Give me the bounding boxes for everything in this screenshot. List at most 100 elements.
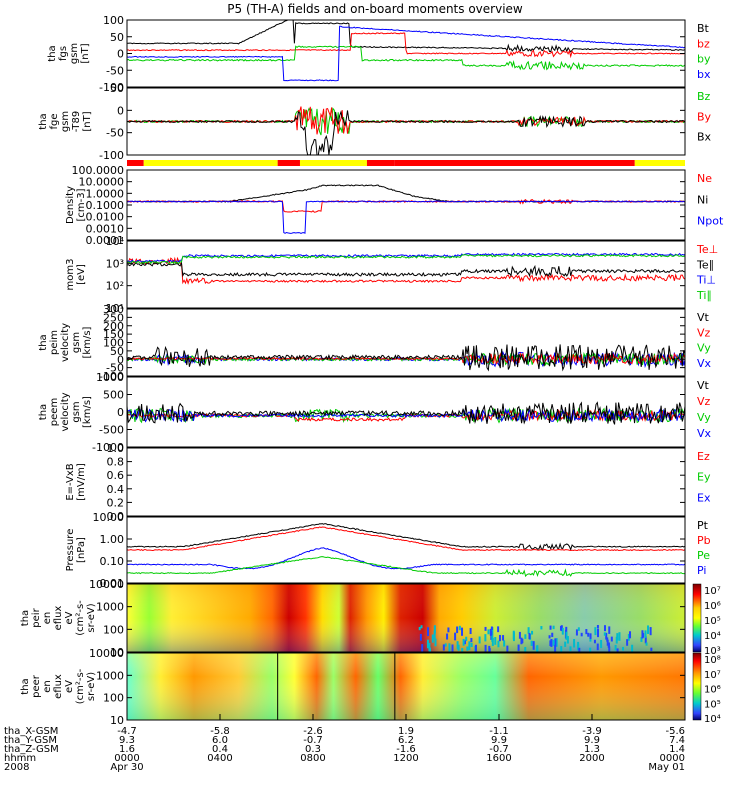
x-axis-value: 6.0 bbox=[212, 735, 228, 746]
legend-entry: Bz bbox=[697, 90, 711, 103]
spectrogram-speckle bbox=[554, 644, 557, 654]
spectrogram-speckle bbox=[644, 630, 647, 638]
x-axis-value: 2000 bbox=[579, 753, 604, 764]
legend-entry: Ne bbox=[697, 172, 712, 185]
spectrogram-speckle bbox=[490, 626, 493, 631]
panel-frame bbox=[126, 87, 686, 156]
spectrogram-speckle bbox=[491, 637, 494, 647]
spectrogram-speckle bbox=[433, 630, 436, 640]
panel-frame bbox=[126, 583, 686, 653]
x-axis-value: 1200 bbox=[393, 753, 418, 764]
panel-frame bbox=[126, 376, 686, 448]
legend-entry: Bx bbox=[697, 131, 712, 144]
y-tick-label: 0 bbox=[117, 48, 124, 61]
x-axis-value: 1.6 bbox=[119, 744, 135, 755]
x-axis-value: -5.6 bbox=[665, 726, 685, 737]
panel-frame bbox=[126, 169, 686, 241]
spectrogram-speckle bbox=[431, 634, 434, 643]
y-tick-label: -100 bbox=[99, 149, 124, 162]
spectrogram-speckle bbox=[578, 647, 581, 655]
spectrogram-speckle bbox=[497, 626, 500, 633]
x-axis-value: Apr 30 bbox=[110, 762, 143, 773]
status-bar-segment bbox=[127, 160, 144, 166]
panel-efield: 1.00.80.60.40.20.0 E=-VxB [mV/m] Ez Ey Ex bbox=[65, 442, 711, 523]
y-tick-label: 1.0 bbox=[107, 442, 125, 455]
y-tick-label: 10³ bbox=[106, 257, 124, 270]
y-tick-label: 50 bbox=[110, 82, 124, 95]
spectrogram-speckle bbox=[442, 644, 445, 651]
spectrogram-speckle bbox=[569, 646, 572, 652]
legend-entry: Vx bbox=[697, 357, 712, 370]
spectrogram-speckle bbox=[605, 632, 608, 640]
y-axis-label: tha bbox=[38, 404, 49, 420]
y-tick-label: 10.00 bbox=[93, 511, 125, 524]
x-axis-row-label: tha_X-GSM bbox=[4, 726, 58, 737]
spectrogram-speckle bbox=[555, 638, 558, 647]
legend-entry: Pi bbox=[697, 564, 706, 577]
y-axis-label: Density bbox=[65, 186, 76, 224]
spectrogram-speckle bbox=[614, 644, 617, 651]
spectrogram-speckle bbox=[434, 638, 437, 647]
spectrogram-speckle bbox=[490, 631, 493, 640]
y-axis-label: tha bbox=[20, 678, 31, 694]
x-axis-annotation: tha_X-GSM -4.7 -5.8 -2.6 1.9 -1.1 -3.9 -5.6 tha_… bbox=[4, 714, 686, 773]
spectrogram-speckle bbox=[603, 632, 606, 636]
legend-entry: by bbox=[697, 53, 711, 66]
spectrogram-speckle bbox=[531, 630, 534, 635]
x-axis-value: 0800 bbox=[300, 753, 325, 764]
spectrogram-speckle bbox=[566, 636, 569, 644]
legend-entry: Te⊥ bbox=[696, 243, 718, 256]
spectrogram-speckle bbox=[627, 633, 630, 641]
spectrogram-speckle bbox=[600, 639, 603, 649]
x-axis-row-label: hhmm bbox=[4, 753, 36, 764]
spectrogram-speckle bbox=[457, 644, 460, 651]
spectrogram-speckle bbox=[491, 627, 494, 636]
colorbar-label: 10³ bbox=[704, 646, 721, 657]
y-tick-label: 100 bbox=[103, 692, 124, 705]
y-axis-label: velocity bbox=[60, 323, 71, 362]
y-tick-label: 0.8 bbox=[107, 456, 125, 469]
y-tick-label: 200 bbox=[103, 320, 124, 333]
x-axis-value: -2.6 bbox=[303, 726, 323, 737]
series-line bbox=[127, 556, 685, 578]
y-tick-label: 1.0000 bbox=[86, 187, 125, 200]
panel-temperature: 10⁴ 10³ 10² 10¹ mom3 [eV] Te⊥ Te∥ Ti⊥ Ti∥ bbox=[65, 235, 718, 315]
y-tick-label: 1000 bbox=[96, 371, 124, 384]
spectrogram-speckle bbox=[540, 626, 543, 630]
x-axis-value: 1.3 bbox=[584, 744, 600, 755]
y-axis-label: gsm bbox=[60, 111, 71, 132]
x-axis-value: 6.2 bbox=[398, 735, 414, 746]
spectrogram-speckle bbox=[468, 641, 471, 651]
y-axis-label: eflux bbox=[53, 674, 64, 699]
legend-entry: Vz bbox=[697, 395, 711, 408]
y-tick-label: 10000 bbox=[89, 578, 124, 591]
status-bar-segment bbox=[277, 160, 300, 166]
y-axis-label: peem bbox=[49, 398, 60, 426]
y-axis-label: eflux bbox=[53, 606, 64, 631]
x-axis-value: -3.9 bbox=[582, 726, 602, 737]
y-tick-label: 10¹ bbox=[106, 302, 124, 315]
x-axis-value: -1.6 bbox=[396, 744, 416, 755]
legend-entry: Ti⊥ bbox=[696, 274, 716, 287]
series-line bbox=[126, 256, 686, 285]
colorbar-label: 10⁶ bbox=[704, 685, 721, 696]
y-tick-label: 10 bbox=[110, 646, 124, 659]
spectrogram-speckle bbox=[597, 628, 600, 638]
y-tick-label: 10.0000 bbox=[79, 176, 125, 189]
x-axis-value: 7.4 bbox=[669, 735, 685, 746]
spectrogram-speckle bbox=[549, 640, 552, 647]
spectrogram-speckle bbox=[603, 625, 606, 632]
x-axis-value: 0000 bbox=[660, 753, 685, 764]
y-tick-label: 0.2 bbox=[107, 496, 125, 509]
spectrogram-speckle bbox=[465, 636, 468, 642]
spectrogram-speckle bbox=[565, 631, 568, 640]
x-axis-value: 1.4 bbox=[669, 744, 685, 755]
spectrogram-speckle bbox=[606, 639, 609, 646]
colorbar bbox=[692, 652, 702, 721]
spectrogram-speckle bbox=[487, 629, 490, 635]
panel-peem_velocity: 1000 500 0 -500 -1000 tha peem velocity gsm [km/s… bbox=[38, 371, 712, 454]
spectrogram-speckle bbox=[456, 626, 459, 634]
series-line bbox=[126, 184, 686, 203]
spectrogram-speckle bbox=[469, 628, 472, 635]
legend-entry: Pb bbox=[697, 534, 711, 547]
